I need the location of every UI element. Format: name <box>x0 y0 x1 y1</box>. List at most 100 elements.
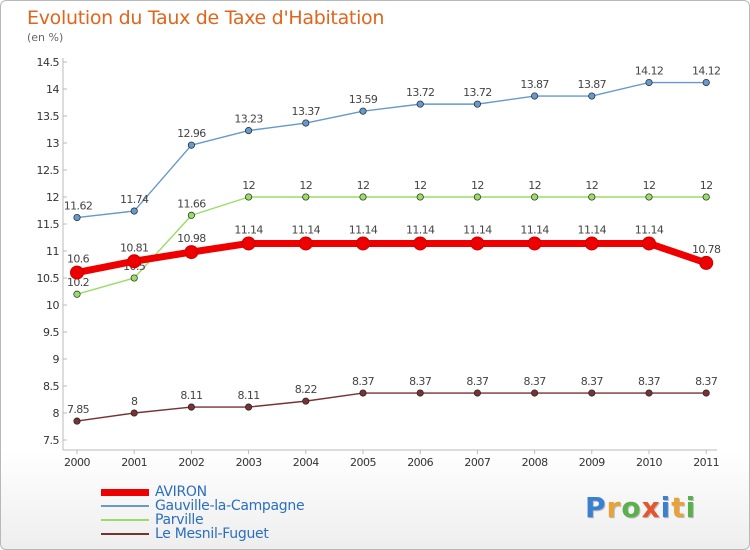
data-label: 12 <box>643 179 656 192</box>
data-point <box>645 78 653 87</box>
data-label: 12 <box>242 179 255 192</box>
x-tick-label: 2005 <box>350 456 376 469</box>
data-point <box>359 193 367 201</box>
data-point <box>130 207 138 215</box>
y-tick-label: 12.5 <box>37 164 60 177</box>
series-line <box>76 196 707 295</box>
x-tick-label: 2001 <box>121 456 147 469</box>
y-tick-label: 12 <box>46 191 59 204</box>
data-label: 14.12 <box>692 65 721 78</box>
x-tick-label: 2000 <box>64 456 90 469</box>
legend-label: Gauville-la-Campagne <box>155 498 305 514</box>
data-label: 8.11 <box>238 389 260 402</box>
data-point <box>356 236 370 251</box>
logo-letter: o <box>621 491 642 524</box>
data-point <box>359 389 367 397</box>
logo-letter: x <box>641 491 661 524</box>
data-label: 11.14 <box>635 223 664 236</box>
legend-swatch <box>101 505 149 507</box>
data-point <box>531 389 539 397</box>
data-label: 8.37 <box>352 375 375 388</box>
data-point <box>298 236 313 251</box>
data-point <box>473 100 481 108</box>
data-point <box>187 211 195 219</box>
data-point <box>73 290 81 298</box>
y-tick-label: 8 <box>53 407 60 420</box>
data-point <box>473 389 481 397</box>
data-point <box>588 92 596 100</box>
data-point <box>245 193 253 201</box>
data-label: 12 <box>528 179 541 192</box>
y-tick-label: 13 <box>46 137 59 150</box>
x-tick-label: 2002 <box>178 456 204 469</box>
data-label: 12 <box>299 179 312 192</box>
data-label: 11.14 <box>406 223 435 236</box>
data-point <box>699 255 714 270</box>
data-label: 11.14 <box>578 223 607 236</box>
data-label: 8.37 <box>524 375 547 388</box>
data-point <box>416 100 424 108</box>
data-point <box>470 236 485 251</box>
data-point <box>702 389 710 397</box>
data-label: 11.14 <box>292 223 321 236</box>
data-label: 8.37 <box>638 375 661 388</box>
data-point <box>645 389 653 397</box>
logo-letter: r <box>606 491 622 524</box>
data-label: 12.96 <box>177 127 206 140</box>
data-point <box>473 193 481 201</box>
data-point <box>588 193 596 201</box>
data-label: 10.78 <box>692 243 721 256</box>
x-tick-label: 2004 <box>293 456 319 469</box>
data-point <box>302 119 310 127</box>
y-tick-label: 11.5 <box>37 218 60 231</box>
data-point <box>130 274 138 282</box>
data-label: 10.81 <box>120 241 149 254</box>
x-tick-label: 2006 <box>407 456 433 469</box>
data-label: 11.62 <box>64 200 93 213</box>
data-label: 8.11 <box>180 389 202 402</box>
data-label: 8 <box>131 395 138 408</box>
series-line <box>73 239 710 277</box>
legend-label: AVIRON <box>155 484 207 500</box>
data-label: 11.14 <box>520 223 549 236</box>
proxiti-logo: Proxiti <box>585 491 696 524</box>
data-label: 13.87 <box>578 78 607 91</box>
data-point <box>413 236 428 251</box>
y-tick-label: 9.5 <box>43 326 59 339</box>
data-label: 12 <box>357 179 370 192</box>
data-point <box>531 193 539 201</box>
data-label: 13.23 <box>234 113 263 126</box>
data-point <box>130 409 138 417</box>
data-label: 8.37 <box>695 375 718 388</box>
data-label: 12 <box>414 179 427 192</box>
data-point <box>584 236 599 251</box>
data-label: 13.37 <box>292 105 321 118</box>
data-point <box>70 265 84 280</box>
data-point <box>531 92 539 100</box>
data-label: 13.72 <box>463 86 492 99</box>
data-label: 8.37 <box>581 375 604 388</box>
logo-letter: t <box>671 491 686 524</box>
data-point <box>359 107 367 115</box>
data-point <box>416 193 424 201</box>
data-point <box>187 403 195 411</box>
x-tick-label: 2008 <box>522 456 548 469</box>
y-tick-label: 14.5 <box>37 56 60 69</box>
y-tick-label: 8.5 <box>43 380 59 393</box>
data-point <box>702 78 710 87</box>
data-point <box>73 213 81 222</box>
data-point <box>184 245 199 260</box>
logo-letter: i <box>660 491 672 524</box>
data-point <box>302 397 310 405</box>
x-tick-label: 2010 <box>636 456 662 469</box>
data-point <box>245 403 253 411</box>
data-point <box>588 389 596 397</box>
data-label: 8.22 <box>295 383 317 396</box>
series-line <box>76 392 707 422</box>
legend-swatch <box>101 519 149 521</box>
data-label: 10.2 <box>67 276 89 289</box>
x-tick-label: 2011 <box>693 456 719 469</box>
data-label: 10.6 <box>67 253 90 266</box>
